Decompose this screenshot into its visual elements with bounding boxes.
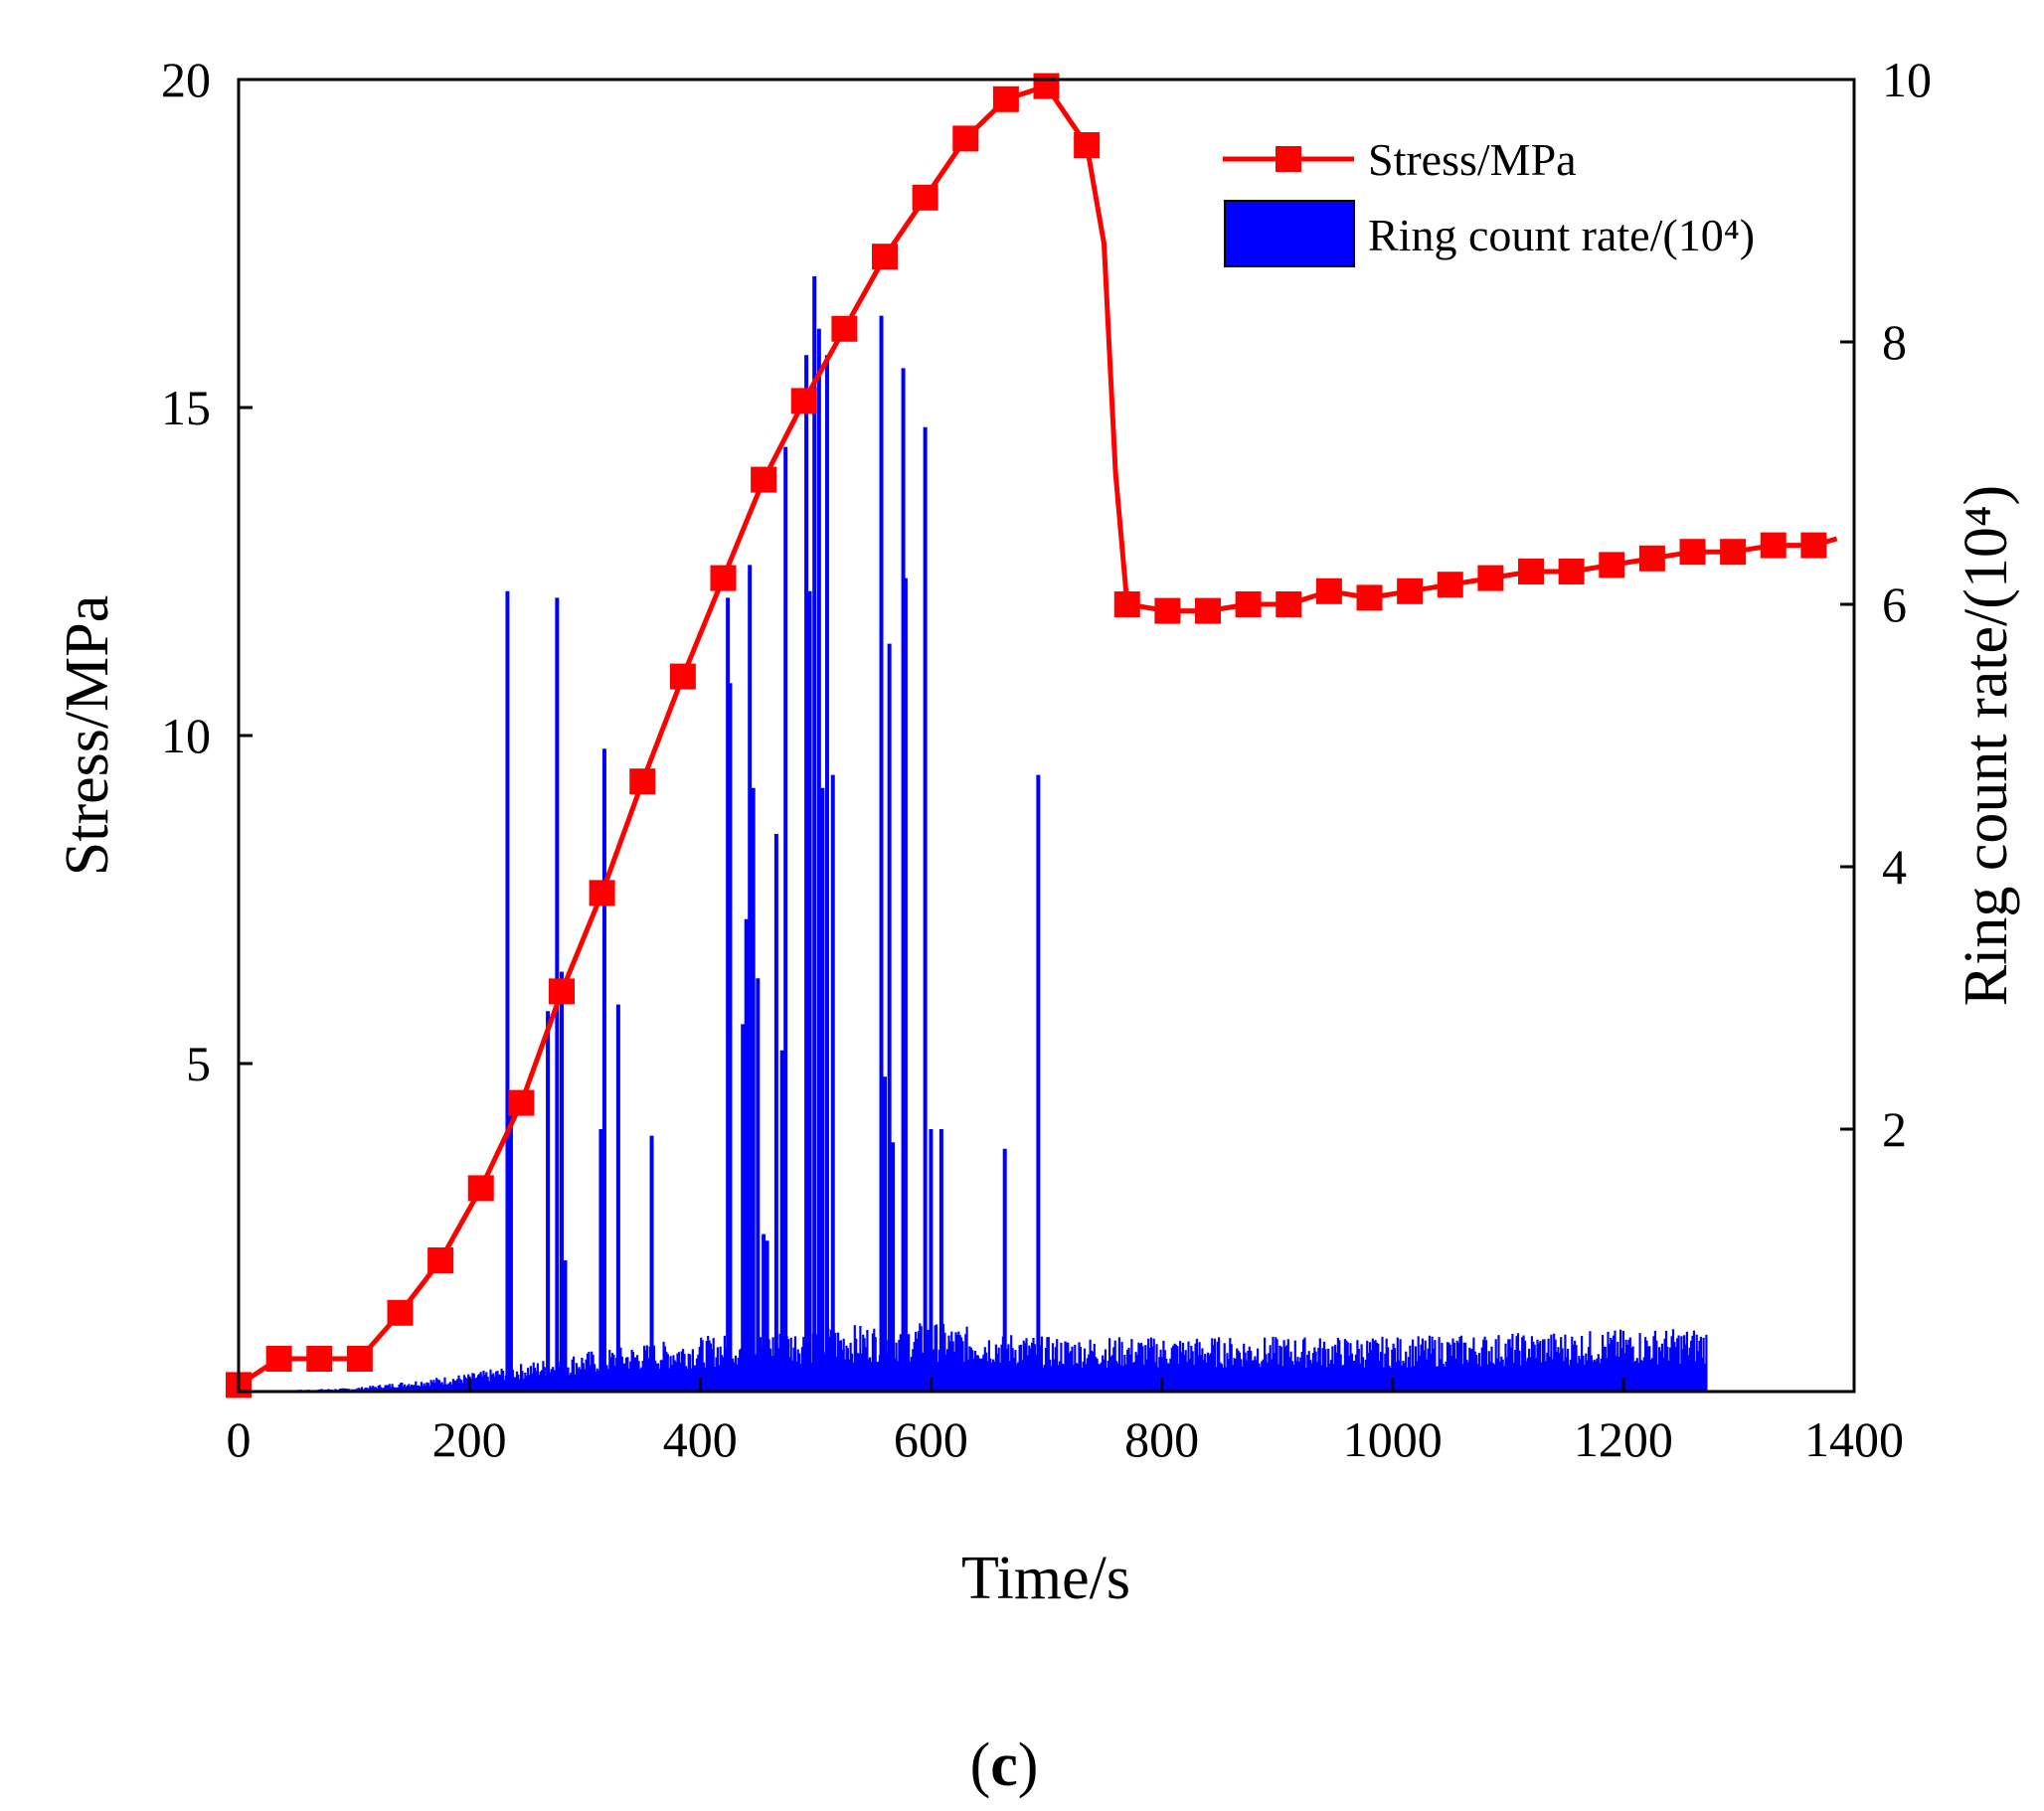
stress-marker: [1356, 584, 1383, 611]
stress-marker: [1679, 539, 1706, 566]
stress-marker: [1800, 532, 1827, 559]
stress-marker: [1599, 552, 1625, 578]
left-y-tick-label: 10: [161, 708, 211, 763]
x-axis-title: Time/s: [961, 1545, 1130, 1612]
stress-series: [226, 73, 1838, 1399]
stress-marker: [1113, 591, 1140, 617]
right-y-tick-label: 6: [1882, 576, 1907, 632]
stress-marker: [710, 565, 737, 591]
stress-marker: [831, 315, 858, 342]
stress-marker: [1397, 577, 1424, 604]
stress-marker: [265, 1346, 292, 1372]
right-y-axis-ticks: 2 4 6 8 10: [1840, 52, 1932, 1157]
stress-marker: [1235, 591, 1262, 617]
stress-marker: [1315, 577, 1342, 604]
stress-marker: [1518, 559, 1544, 584]
stress-marker: [306, 1346, 333, 1372]
legend-stress-label: Stress/MPa: [1368, 134, 1577, 185]
stress-marker: [589, 880, 615, 906]
stress-marker: [1760, 532, 1787, 559]
stress-marker: [790, 388, 817, 414]
legend-ring-swatch: [1224, 200, 1355, 267]
right-y-axis-title: Ring count rate/(10⁴): [1953, 485, 2020, 1006]
x-tick-label: 400: [663, 1411, 738, 1467]
legend-stress-marker: [1276, 146, 1301, 172]
stress-marker: [1477, 565, 1504, 591]
stress-marker: [1558, 559, 1585, 584]
panel-label: (c): [970, 1731, 1039, 1799]
stress-marker: [669, 663, 696, 690]
stress-marker: [751, 466, 777, 493]
x-axis-ticks: 0 200 400 600 800 1000 1200 1400: [227, 1378, 1904, 1467]
x-tick-label: 0: [227, 1411, 252, 1467]
x-tick-label: 1200: [1574, 1411, 1673, 1467]
x-tick-label: 800: [1124, 1411, 1199, 1467]
stress-marker: [952, 125, 979, 152]
x-tick-label: 600: [894, 1411, 968, 1467]
stress-marker: [1033, 73, 1060, 99]
stress-marker: [1074, 132, 1101, 158]
stress-marker: [1276, 591, 1302, 617]
right-y-tick-label: 2: [1882, 1101, 1907, 1157]
right-y-tick-label: 8: [1882, 314, 1907, 370]
stress-marker: [549, 978, 575, 1005]
stress-marker: [992, 85, 1019, 112]
stress-marker: [1195, 597, 1221, 624]
stress-marker: [1638, 545, 1665, 572]
stress-marker: [387, 1299, 414, 1326]
right-y-tick-label: 10: [1882, 52, 1932, 107]
stress-marker: [1720, 539, 1747, 566]
left-y-tick-label: 5: [186, 1036, 211, 1091]
left-y-axis-ticks: 5 10 15 20: [161, 52, 253, 1091]
stress-marker: [1437, 572, 1463, 598]
stress-marker: [629, 768, 656, 795]
stress-marker: [872, 244, 898, 270]
stress-marker: [508, 1089, 535, 1116]
legend-ring-label: Ring count rate/(10⁴): [1368, 210, 1755, 260]
stress-marker: [427, 1247, 454, 1273]
legend: Stress/MPa Ring count rate/(10⁴): [1223, 134, 1755, 267]
x-tick-label: 200: [432, 1411, 507, 1467]
ring-count-series: [242, 276, 1708, 1392]
right-y-tick-label: 4: [1882, 839, 1907, 895]
left-y-tick-label: 20: [161, 52, 211, 107]
stress-marker: [1154, 597, 1181, 624]
ring-count-baseline: [242, 1323, 1708, 1392]
left-y-axis-title: Stress/MPa: [54, 595, 121, 876]
x-tick-label: 1000: [1343, 1411, 1443, 1467]
stress-marker: [912, 184, 938, 211]
left-y-tick-label: 15: [161, 380, 211, 435]
stress-marker: [467, 1175, 494, 1202]
x-tick-label: 1400: [1804, 1411, 1904, 1467]
stress-marker: [346, 1346, 373, 1372]
